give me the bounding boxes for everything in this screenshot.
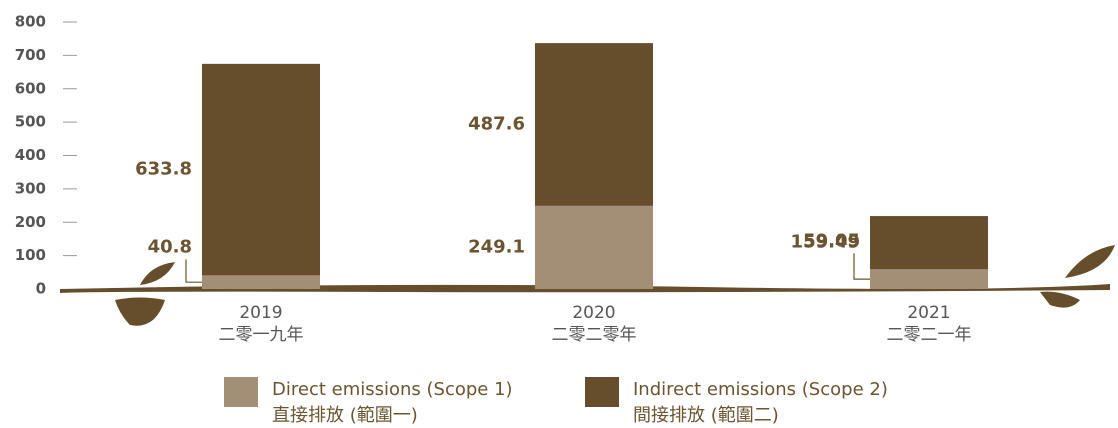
value-label: 40.8 — [148, 236, 192, 257]
y-tick-label: 100 — [15, 246, 46, 264]
legend-label: Indirect emissions (Scope 2) — [633, 379, 888, 400]
y-tick-label: 800 — [15, 13, 46, 31]
y-tick-label: 400 — [15, 146, 46, 164]
x-tick-sublabel: 二零一九年 — [219, 325, 304, 345]
value-label: 249.1 — [468, 236, 525, 257]
value-label: 59.05 — [803, 230, 860, 251]
bar-segment — [535, 205, 653, 289]
bar-segment — [870, 216, 988, 270]
x-tick-label: 2020 — [572, 303, 615, 323]
bar-segment — [535, 43, 653, 206]
leaf — [1040, 291, 1080, 308]
leader-line — [185, 259, 202, 283]
value-label: 487.6 — [468, 113, 525, 134]
value-label: 159.49 — [791, 232, 860, 253]
y-tick-label: 0 — [36, 280, 46, 298]
y-tick-label: 300 — [15, 179, 46, 197]
x-tick-sublabel: 二零二零年 — [552, 325, 637, 345]
y-tick-label: 200 — [15, 213, 46, 231]
bar-segment — [202, 275, 320, 289]
legend-swatch — [585, 377, 619, 407]
x-tick-label: 2021 — [907, 303, 950, 323]
legend-swatch — [224, 377, 258, 407]
leader-line — [853, 253, 870, 280]
leaf — [140, 262, 175, 285]
value-label: 633.8 — [135, 159, 192, 180]
y-tick-label: 600 — [15, 79, 46, 97]
y-tick-label: 500 — [15, 113, 46, 131]
bar-segment — [202, 63, 320, 276]
x-tick-label: 2019 — [239, 303, 282, 323]
y-tick-label: 700 — [15, 46, 46, 64]
legend-label: 間接排放 (範圍二) — [633, 405, 779, 426]
leaf — [1065, 245, 1115, 278]
bar-segment — [870, 269, 988, 289]
legend-label: 直接排放 (範圍一) — [272, 405, 418, 426]
leaf — [115, 297, 165, 326]
x-tick-sublabel: 二零二一年 — [887, 325, 972, 345]
legend-label: Direct emissions (Scope 1) — [272, 379, 513, 400]
